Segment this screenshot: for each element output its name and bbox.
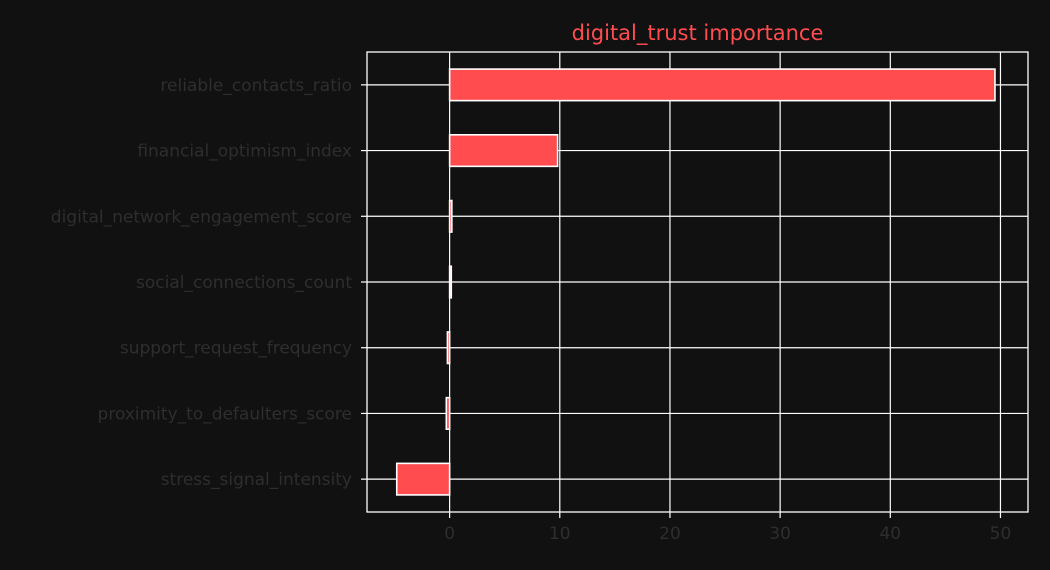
bar-reliable_contacts_ratio xyxy=(448,68,996,102)
x-ticks: 0 10 20 30 40 50 xyxy=(444,512,1011,544)
bar-proximity_to_defaulters_score xyxy=(445,396,451,430)
category-label: proximity_to_defaulters_score xyxy=(98,404,352,424)
category-label: stress_signal_intensity xyxy=(161,470,352,490)
x-tick-label: 50 xyxy=(990,524,1012,544)
category-label: digital_network_engagement_score xyxy=(51,207,352,227)
x-tick-label: 30 xyxy=(769,524,791,544)
x-tick-label: 10 xyxy=(549,524,571,544)
x-tick-label: 40 xyxy=(879,524,901,544)
bar-stress_signal_intensity xyxy=(395,462,451,496)
bar-financial_optimism_index xyxy=(448,134,559,168)
category-label: support_request_frequency xyxy=(120,339,352,359)
bar-digital_network_engagement_score xyxy=(448,199,453,233)
chart-title: digital_trust importance xyxy=(572,21,824,46)
category-label: reliable_contacts_ratio xyxy=(160,76,352,96)
x-tick-label: 0 xyxy=(444,524,455,544)
category-labels: reliable_contacts_ratio financial_optimis… xyxy=(51,76,367,490)
category-label: financial_optimism_index xyxy=(137,142,352,162)
bars xyxy=(395,68,996,496)
bar-social_connections_count xyxy=(448,265,453,299)
bar-support_request_frequency xyxy=(446,331,451,365)
grid xyxy=(367,52,1028,512)
x-tick-label: 20 xyxy=(659,524,681,544)
category-label: social_connections_count xyxy=(136,273,352,293)
